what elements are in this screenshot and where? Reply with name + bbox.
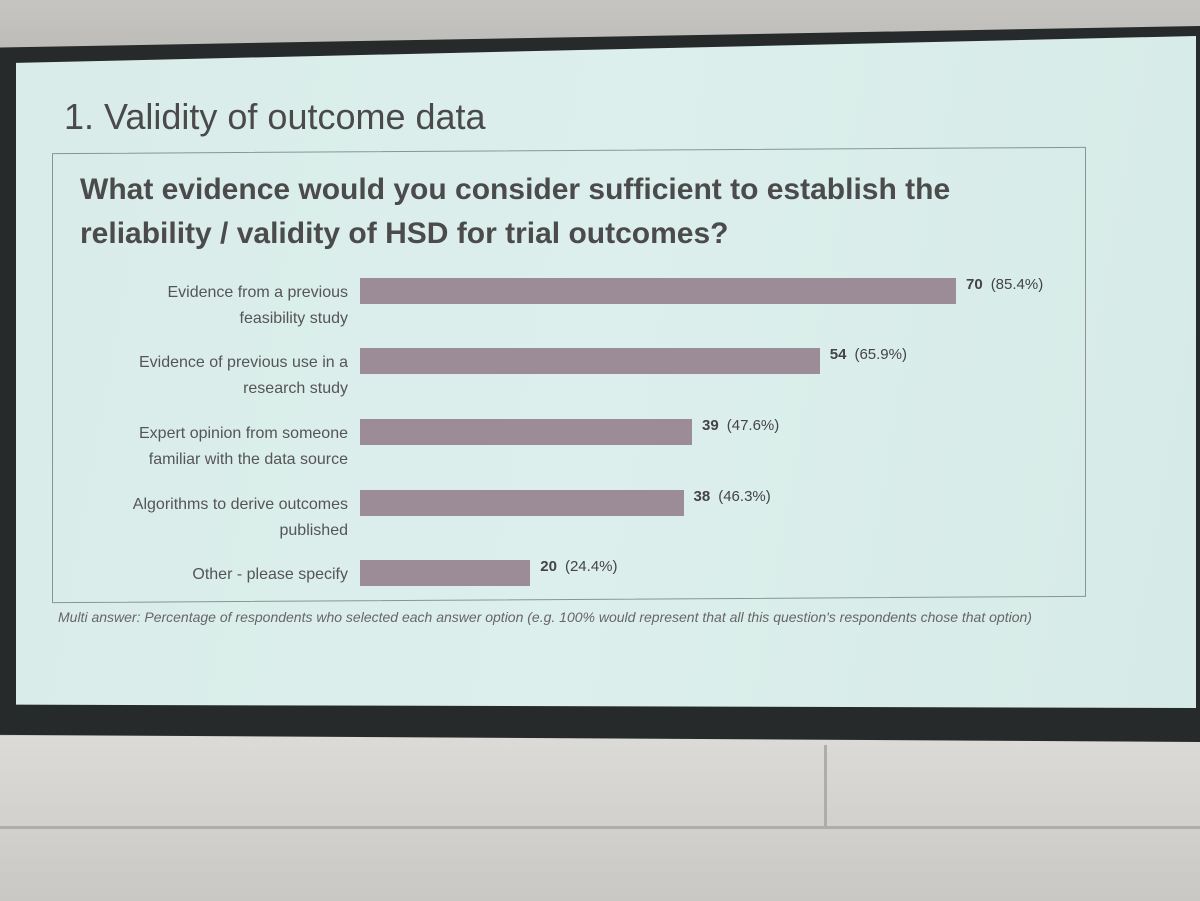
bar-percent: (85.4%) [990, 276, 1044, 293]
category-label-line: research study [243, 380, 348, 397]
category-label: Evidence of previous use in a research st… [68, 350, 348, 402]
bar [360, 278, 956, 304]
bar [360, 490, 684, 516]
category-label-line: Evidence from a previous [167, 284, 348, 301]
bar-percent: (65.9%) [854, 346, 907, 363]
category-label-line: Expert opinion from someone [139, 425, 348, 442]
category-label-line: Algorithms to derive outcomes [132, 496, 348, 513]
bar-percent: (46.3%) [718, 488, 771, 505]
bar-count: 70 [966, 276, 983, 293]
bar-value-label: 20 (24.4%) [540, 554, 617, 580]
category-label-line: familiar with the data source [148, 451, 348, 468]
bar-count: 39 [702, 417, 719, 434]
slide-title: 1. Validity of outcome data [64, 96, 486, 137]
bar [360, 348, 820, 374]
bar-value-label: 38 (46.3%) [694, 484, 771, 510]
category-label-line: Evidence of previous use in a [138, 354, 348, 371]
wall-divider [0, 826, 1200, 829]
category-label-line: feasibility study [239, 310, 349, 327]
category-label-line: published [279, 522, 349, 539]
bar-value-label: 39 (47.6%) [702, 413, 779, 439]
category-label: Expert opinion from someone familiar with… [68, 421, 348, 473]
wall-bottom [0, 736, 1200, 901]
bar-percent: (47.6%) [726, 417, 780, 434]
chart-question: What evidence would you consider suffici… [80, 173, 951, 250]
bar-value-label: 70 (85.4%) [966, 272, 1043, 298]
category-label-line: Other - please specify [192, 566, 348, 583]
category-label: Other - please specify [68, 562, 348, 588]
bar-percent: (24.4%) [564, 558, 618, 575]
chart-footnote: Multi answer: Percentage of respondents … [58, 609, 1032, 625]
category-label: Algorithms to derive outcomes published [68, 492, 348, 544]
wall-divider-vertical [824, 745, 827, 827]
bar-count: 38 [693, 488, 711, 505]
bar-count: 54 [829, 346, 847, 363]
bar-value-label: 54 (65.9%) [830, 342, 907, 368]
category-label: Evidence from a previous feasibility stud… [68, 280, 348, 332]
bar [360, 419, 693, 445]
bar-count: 20 [540, 558, 557, 575]
bar [360, 560, 531, 586]
